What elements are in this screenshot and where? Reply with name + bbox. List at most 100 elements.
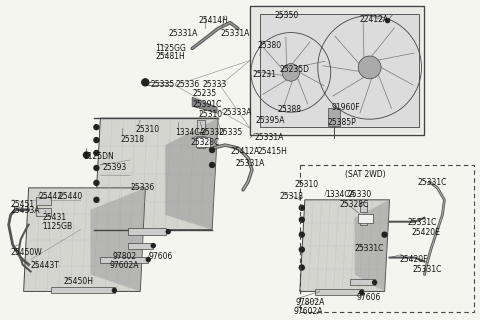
Text: 97602A: 97602A (109, 260, 139, 269)
Text: 25450H: 25450H (63, 277, 94, 286)
Text: 25440: 25440 (59, 192, 83, 201)
Polygon shape (192, 97, 217, 113)
Circle shape (372, 280, 377, 284)
Text: 25331A: 25331A (235, 159, 264, 168)
Bar (197, 120, 205, 132)
Text: 1125GB: 1125GB (43, 222, 72, 231)
Circle shape (300, 265, 304, 270)
Text: 25235: 25235 (192, 89, 216, 98)
Bar (50, 287, 115, 293)
Circle shape (300, 232, 304, 237)
Circle shape (94, 125, 99, 130)
Text: 25481H: 25481H (155, 52, 185, 61)
Circle shape (282, 64, 300, 81)
Text: 25420F: 25420F (399, 255, 428, 264)
Bar (128, 243, 153, 249)
Bar (36, 208, 50, 216)
Text: 25443T: 25443T (31, 260, 60, 269)
Text: 25333A: 25333A (222, 108, 252, 117)
Circle shape (300, 217, 304, 222)
Text: 1334CA: 1334CA (325, 190, 355, 199)
Text: 25412A: 25412A (230, 147, 259, 156)
Text: 1125DN: 1125DN (84, 152, 114, 161)
Text: 25388: 25388 (278, 105, 302, 114)
Text: 25330: 25330 (348, 190, 372, 199)
Circle shape (358, 56, 381, 79)
Text: 25433A: 25433A (11, 206, 40, 215)
Circle shape (382, 232, 387, 237)
Circle shape (94, 165, 99, 171)
Text: 25393: 25393 (102, 163, 127, 172)
Text: 97802A: 97802A (296, 298, 325, 308)
Text: 25331A: 25331A (220, 28, 250, 37)
Bar (36, 197, 50, 205)
Text: 25331C: 25331C (355, 244, 384, 252)
Text: 25330: 25330 (200, 128, 224, 137)
Text: 25331C: 25331C (412, 265, 442, 274)
Circle shape (94, 180, 99, 185)
Bar (252, 8, 422, 133)
Text: 25331C: 25331C (408, 218, 437, 227)
Bar (350, 279, 374, 285)
Text: 22412A: 22412A (360, 15, 389, 24)
Circle shape (151, 244, 155, 248)
Text: 91960F: 91960F (332, 103, 360, 112)
Circle shape (166, 230, 170, 234)
Circle shape (300, 247, 304, 252)
Circle shape (300, 205, 304, 210)
Polygon shape (90, 188, 145, 292)
Circle shape (94, 150, 99, 156)
Text: 25331A: 25331A (168, 28, 198, 37)
Circle shape (385, 19, 390, 23)
Bar (360, 202, 367, 212)
Text: 25391C: 25391C (192, 100, 221, 109)
Text: 25235D: 25235D (280, 65, 310, 75)
Text: 97602A: 97602A (294, 307, 324, 316)
Polygon shape (260, 14, 420, 127)
Circle shape (210, 148, 215, 153)
Text: 25231: 25231 (253, 70, 277, 79)
Text: 25310: 25310 (198, 110, 222, 119)
Text: 25450W: 25450W (11, 248, 42, 257)
Bar (315, 289, 363, 295)
Text: 97802: 97802 (112, 252, 136, 260)
Bar (197, 136, 205, 148)
Circle shape (360, 291, 364, 294)
Text: 25335: 25335 (218, 128, 242, 137)
Text: 25420E: 25420E (411, 228, 440, 237)
Bar (128, 228, 166, 235)
Text: 25415H: 25415H (258, 147, 288, 156)
Text: 25395A: 25395A (256, 116, 286, 125)
Circle shape (84, 152, 89, 158)
Polygon shape (95, 118, 218, 230)
Text: 25451: 25451 (11, 200, 35, 209)
Circle shape (94, 197, 99, 202)
Text: 25310: 25310 (295, 180, 319, 189)
Text: 25350: 25350 (275, 11, 299, 20)
Text: 25331C: 25331C (418, 178, 447, 187)
Text: 25336: 25336 (130, 183, 155, 192)
Text: 25333: 25333 (202, 80, 227, 89)
Text: 25385P: 25385P (328, 118, 357, 127)
Bar (300, 165, 474, 312)
Polygon shape (165, 118, 218, 230)
Bar (360, 215, 367, 225)
Circle shape (112, 288, 116, 292)
Text: 25414H: 25414H (198, 16, 228, 25)
Polygon shape (24, 188, 145, 292)
Text: 25328C: 25328C (340, 200, 369, 209)
Bar (250, 6, 424, 135)
Text: 25328C: 25328C (190, 138, 219, 147)
Circle shape (94, 138, 99, 143)
Text: 1334CA: 1334CA (175, 128, 205, 137)
Text: 25442: 25442 (38, 192, 63, 201)
Bar (100, 257, 148, 262)
Text: 25331A: 25331A (255, 133, 284, 142)
Circle shape (142, 79, 149, 86)
Text: 25318: 25318 (120, 135, 144, 144)
Text: 25310: 25310 (135, 125, 159, 134)
FancyBboxPatch shape (358, 214, 372, 223)
Circle shape (146, 258, 150, 261)
Circle shape (210, 163, 215, 167)
Text: (SAT 2WD): (SAT 2WD) (345, 170, 385, 179)
